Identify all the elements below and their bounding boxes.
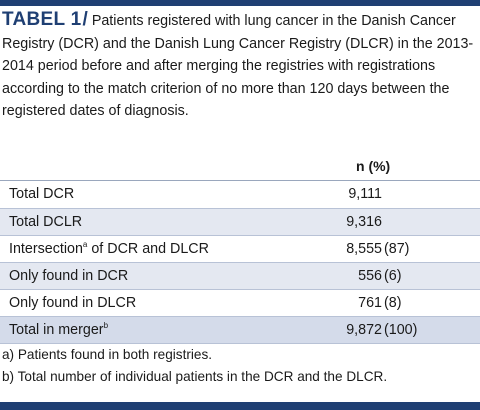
column-header-n-pct: n (%)	[356, 158, 391, 174]
row-label: Intersection	[9, 240, 83, 257]
title-slash: /	[82, 9, 88, 30]
row-label: Only found in DLCR	[9, 294, 137, 311]
row-label: Total DCLR	[9, 213, 83, 230]
table-row: Total DCR 9,111	[0, 181, 480, 208]
table-row: Only found in DLCR 761 (8)	[0, 289, 480, 316]
row-n: 8,555	[346, 240, 382, 257]
row-pct: (100)	[384, 321, 418, 338]
footnote-a: a) Patients found in both registries.	[2, 347, 213, 362]
footnote-b: b) Total number of individual patients i…	[2, 369, 388, 384]
footnote-marker: a	[82, 239, 88, 249]
table-row: Intersectiona of DCR and DLCR 8,555 (87)	[0, 235, 480, 262]
row-n: 9,872	[346, 321, 382, 338]
footnote-marker: b	[103, 320, 109, 330]
table-row: Total DCLR 9,316	[0, 208, 480, 235]
table-caption: TABEL 1/Patients registered with lung ca…	[2, 9, 478, 123]
row-label: Total DCR	[9, 186, 75, 203]
row-pct: (87)	[384, 240, 410, 257]
bottom-rule	[0, 402, 480, 410]
top-rule	[0, 0, 480, 6]
table-label: TABEL 1	[2, 9, 82, 30]
row-n: 9,111	[348, 186, 382, 203]
table-row: Only found in DCR 556 (6)	[0, 262, 480, 289]
row-n: 761	[358, 294, 382, 311]
row-pct: (6)	[384, 267, 402, 284]
data-table: Total DCR 9,111 Total DCLR 9,316 Interse…	[0, 181, 480, 344]
table-row-total: Total in mergerb 9,872 (100)	[0, 316, 480, 343]
row-n: 9,316	[346, 213, 382, 230]
row-pct: (8)	[384, 294, 402, 311]
row-label: Total in merger	[9, 321, 104, 338]
row-label: Only found in DCR	[9, 267, 129, 284]
footnotes: a) Patients found in both registries. b)…	[2, 344, 387, 388]
caption-text: Patients registered with lung cancer in …	[2, 13, 474, 119]
row-label-cont: of DCR and DLCR	[87, 240, 209, 257]
row-n: 556	[358, 267, 382, 284]
table-header: n (%)	[0, 154, 480, 181]
